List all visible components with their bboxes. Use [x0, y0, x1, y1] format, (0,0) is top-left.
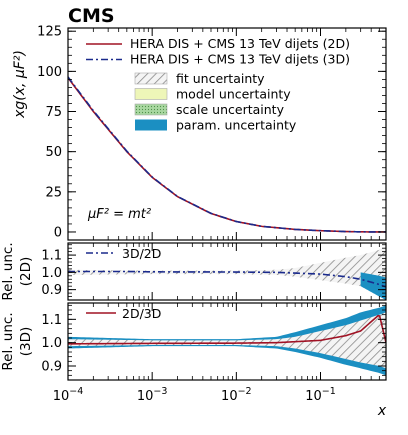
y-tick-label: 75: [45, 105, 62, 120]
x-tick-base: 10: [221, 389, 238, 404]
legend-label-fit-uncertainty: fit uncertainty: [176, 71, 265, 86]
experiment-label: CMS: [68, 5, 115, 27]
y-tick-label: 1.0: [41, 336, 62, 351]
x-tick-label: 10−2: [221, 386, 252, 404]
x-tick-exponent: −3: [153, 386, 167, 397]
plot-area-1: [68, 246, 386, 300]
x-tick-exponent: −2: [238, 386, 252, 397]
legend-swatch-scale-uncertainty: [134, 103, 168, 116]
x-tick-label: 10−4: [53, 386, 84, 404]
y-tick-label: 125: [37, 25, 62, 40]
y-tick-label: 100: [37, 65, 62, 80]
legend-label-scale-uncertainty: scale uncertainty: [176, 102, 285, 117]
x-tick-base: 10: [305, 389, 322, 404]
x-tick-exponent: −1: [322, 386, 336, 397]
y-axis-label-sub: (2D): [18, 257, 34, 287]
ratio-3d-panel: 0.9 1.0 1.1 Rel. unc. (3D) 2D/3D: [0, 302, 387, 381]
legend-label-model-uncertainty: model uncertainty: [176, 87, 291, 102]
panel-frame-2: [67, 302, 387, 381]
legend-swatch-fit-uncertainty: [134, 72, 168, 85]
y-tick-label: 0: [54, 225, 62, 240]
y-tick-label: 1.1: [41, 313, 62, 328]
x-tick-label: 10−1: [305, 386, 336, 404]
y-tick-label: 0.9: [41, 283, 62, 298]
scale-annotation: μF² = mt²: [87, 207, 151, 222]
legend-label-3d-2d: 3D/2D: [122, 246, 161, 261]
fit-uncertainty-band: [68, 246, 386, 295]
series-line-hera-dis-cms-13-tev-dijets-3d: [68, 76, 386, 233]
plot-area-2: [68, 305, 386, 376]
legend-swatch-param-uncertainty: [135, 119, 167, 131]
legend-label-hera-dis-cms-13-tev-dijets-2d: HERA DIS + CMS 13 TeV dijets (2D): [130, 36, 350, 51]
x-tick-base: 10: [53, 389, 70, 404]
legend-label-hera-dis-cms-13-tev-dijets-3d: HERA DIS + CMS 13 TeV dijets (3D): [130, 52, 350, 67]
y-tick-label: 1.1: [41, 249, 62, 264]
legend-label-2d-3d: 2D/3D: [122, 306, 161, 321]
y-axis-label: Rel. unc.: [0, 242, 16, 300]
series-line-2d-3d: [68, 314, 386, 345]
x-axis: 10−4 10−3 10−2 10−1: [53, 386, 336, 404]
plot-area-0: [68, 76, 386, 233]
y-tick-label: 0.9: [41, 360, 62, 375]
legend-label-param-uncertainty: param. uncertainty: [176, 118, 297, 133]
x-tick-label: 10−3: [137, 386, 168, 404]
ratio-2d-panel: 0.9 1.0 1.1 Rel. unc. (2D) 3D/2D: [0, 242, 387, 301]
y-tick-label: 50: [45, 145, 62, 160]
y-tick-label: 1.0: [41, 266, 62, 281]
x-axis-label: x: [377, 403, 387, 419]
panel-frame-0: [67, 27, 387, 241]
y-axis-label: xg(x, μF²): [12, 50, 28, 119]
y-tick-label: 25: [45, 185, 62, 200]
panel-frame-1: [67, 242, 387, 301]
series-line-3d-2d: [68, 270, 386, 288]
main-panel: 0 25 50 75 100 125 xg(x, μF²) HERA DIS + CMS 13…: [12, 25, 387, 241]
fit-uncertainty-band: [68, 312, 386, 369]
y-axis-label: Rel. unc.: [0, 312, 16, 370]
param-uncertainty-band: [360, 272, 386, 300]
legend-swatch-model-uncertainty: [134, 88, 168, 100]
y-axis-label-sub: (3D): [18, 327, 34, 357]
x-tick-base: 10: [137, 389, 154, 404]
x-tick-exponent: −4: [69, 386, 83, 397]
